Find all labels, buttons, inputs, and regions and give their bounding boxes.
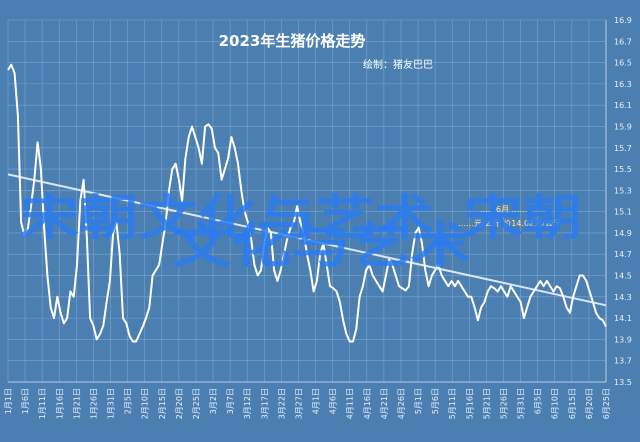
x-tick-label: 1月16日	[55, 388, 64, 419]
y-tick-label: 13.9	[614, 335, 632, 344]
x-tick-label: 1月31日	[107, 388, 116, 419]
x-tick-label: 6月10日	[551, 388, 560, 419]
chart-title: 2023年生猪价格走势	[219, 32, 366, 50]
x-tick-label: 2月15日	[158, 388, 167, 419]
x-tick-label: 4月21日	[380, 388, 389, 419]
watermark-line-2: 文化与艺术	[172, 218, 470, 274]
trend-line	[7, 173, 607, 307]
x-tick-label: 1月6日	[21, 388, 30, 414]
annotation-line-2: ……元/公斤 价14.02元/公斤	[458, 218, 561, 228]
x-tick-label: 5月11日	[448, 388, 457, 419]
x-tick-label: 6月25日	[602, 388, 611, 419]
x-tick-label: 2月20日	[175, 388, 184, 419]
watermark-line-1: 宋朝文化与艺术_宋朝	[20, 190, 582, 246]
x-tick-label: 2月10日	[141, 388, 150, 419]
y-tick-label: 16.3	[614, 80, 632, 89]
y-tick-label: 14.3	[614, 293, 632, 302]
x-tick-label: 3月7日	[226, 388, 235, 414]
y-tick-label: 13.7	[614, 357, 632, 366]
x-tick-label: 3月2日	[209, 388, 218, 414]
x-tick-label: 5月31日	[517, 388, 526, 419]
x-tick-label: 3月22日	[277, 388, 286, 419]
x-tick-label: 5月6日	[431, 388, 440, 414]
y-tick-label: 14.7	[614, 250, 632, 259]
y-tick-label: 15.1	[614, 208, 632, 217]
x-tick-label: 3月27日	[294, 388, 303, 419]
x-tick-label: 4月11日	[346, 388, 355, 419]
x-tick-label: 5月21日	[482, 388, 491, 419]
x-tick-label: 5月26日	[499, 388, 508, 419]
y-tick-label: 14.1	[614, 314, 632, 323]
x-tick-label: 6月5日	[534, 388, 543, 414]
x-tick-label: 1月26日	[89, 388, 98, 419]
x-tick-label: 1月1日	[4, 388, 13, 414]
x-tick-label: 5月16日	[465, 388, 474, 419]
y-tick-label: 14.9	[614, 229, 632, 238]
y-tick-label: 16.5	[614, 59, 632, 68]
x-tick-label: 5月1日	[414, 388, 423, 414]
x-tick-label: 2月5日	[124, 388, 133, 414]
x-tick-label: 4月16日	[363, 388, 372, 419]
y-axis: 16.9 16.7 16.5 16.3 16.1 15.9 15.7 15.5 15.3 15.1…	[605, 16, 632, 387]
x-axis: 1月1日 1月6日 1月11日 1月16日 1月21日 1月26日 1月31日 2月5日 2月1…	[4, 381, 611, 419]
price-series-line	[7, 63, 607, 343]
y-tick-label: 16.7	[614, 37, 632, 46]
y-tick-label: 14.5	[614, 272, 632, 281]
y-tick-label: 16.9	[614, 16, 632, 25]
y-tick-label: 16.1	[614, 101, 632, 110]
chart-subtitle: 绘制：猪友巴巴	[363, 58, 433, 71]
x-tick-label: 2月25日	[192, 388, 201, 419]
y-tick-label: 15.5	[614, 165, 632, 174]
x-tick-label: 4月6日	[329, 388, 338, 414]
y-tick-label: 15.9	[614, 122, 632, 131]
x-tick-label: 4月1日	[312, 388, 321, 414]
x-tick-label: 1月21日	[72, 388, 81, 419]
annotation-line-1: ……6月 ……	[480, 205, 528, 214]
x-tick-label: 6月15日	[568, 388, 577, 419]
x-tick-label: 3月17日	[260, 388, 269, 419]
y-tick-label: 15.7	[614, 144, 632, 153]
x-tick-label: 3月12日	[243, 388, 252, 419]
x-tick-label: 1月11日	[38, 388, 47, 419]
x-tick-label: 4月26日	[397, 388, 406, 419]
x-tick-label: 6月20日	[585, 388, 594, 419]
y-tick-label: 13.5	[614, 378, 632, 387]
y-tick-label: 15.3	[614, 186, 632, 195]
